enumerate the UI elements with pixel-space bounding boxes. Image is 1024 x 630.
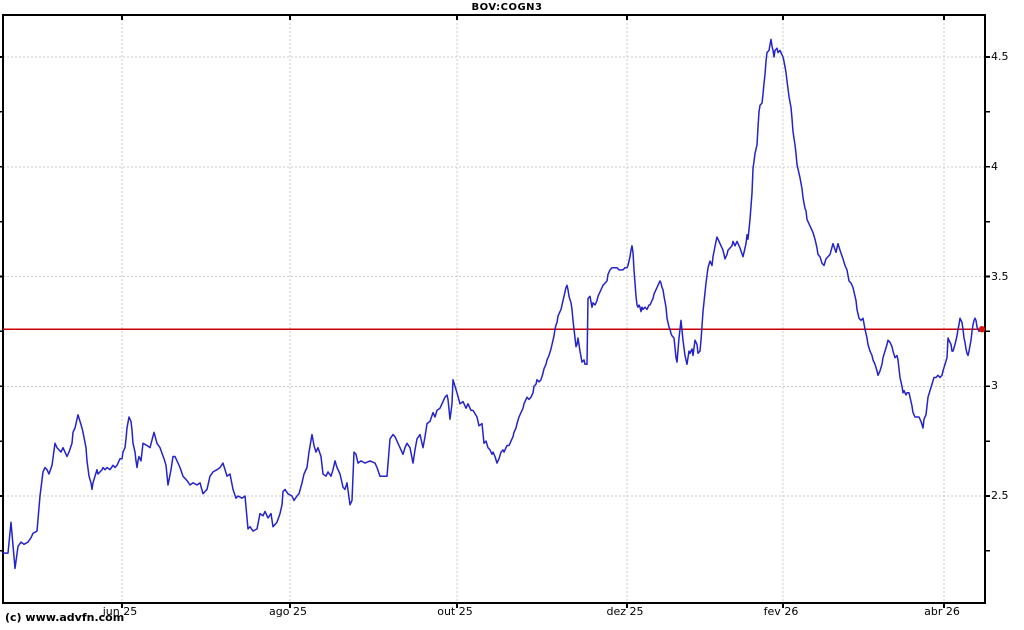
last-price-marker	[978, 326, 986, 333]
x-axis-label: jun 25	[102, 605, 138, 618]
x-axis-label: abr 26	[924, 605, 960, 618]
x-axis-label: dez 25	[606, 605, 644, 618]
x-axis-label: ago 25	[269, 605, 307, 618]
chart-title: BOV:COGN3	[471, 2, 543, 13]
y-axis-label: 4	[991, 160, 998, 173]
y-axis-label: 2.5	[991, 489, 1009, 502]
advfn-watermark: (c) www.advfn.com	[5, 611, 125, 624]
y-axis-label: 3.5	[991, 270, 1009, 283]
x-axis-label: fev 26	[763, 605, 799, 618]
price-line	[2, 38, 983, 570]
y-axis-label: 3	[991, 379, 998, 392]
x-axis-label: out 25	[437, 605, 473, 618]
y-axis-label: 4.5	[991, 50, 1009, 63]
plot-border	[2, 14, 986, 604]
